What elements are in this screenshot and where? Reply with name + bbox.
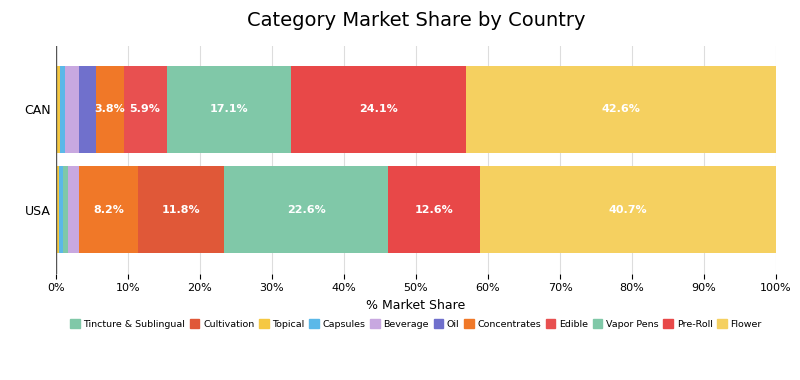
Bar (224, 166, 388, 253)
Bar (68, 166, 78, 253)
Bar (138, 166, 224, 253)
Bar (166, 66, 291, 153)
Bar (480, 166, 776, 253)
Bar (96, 66, 124, 153)
Text: 17.1%: 17.1% (210, 105, 248, 114)
Bar (56, 166, 59, 253)
Text: 11.8%: 11.8% (162, 205, 201, 215)
Bar (291, 66, 466, 153)
Bar (466, 66, 776, 153)
Bar (78, 166, 138, 253)
Bar (56, 66, 60, 153)
Bar (388, 166, 480, 253)
Text: 42.6%: 42.6% (602, 105, 641, 114)
X-axis label: % Market Share: % Market Share (366, 299, 466, 312)
Text: 5.9%: 5.9% (130, 105, 161, 114)
Text: 8.2%: 8.2% (93, 205, 124, 215)
Legend: Tincture & Sublingual, Cultivation, Topical, Capsules, Beverage, Oil, Concentrat: Tincture & Sublingual, Cultivation, Topi… (70, 319, 762, 329)
Text: 3.8%: 3.8% (94, 105, 125, 114)
Bar (78, 66, 96, 153)
Text: 24.1%: 24.1% (359, 105, 398, 114)
Bar (66, 66, 78, 153)
Title: Category Market Share by Country: Category Market Share by Country (246, 11, 586, 30)
Text: 22.6%: 22.6% (287, 205, 326, 215)
Bar (124, 66, 166, 153)
Bar (63, 166, 68, 253)
Bar (59, 166, 63, 253)
Text: 12.6%: 12.6% (415, 205, 454, 215)
Text: 40.7%: 40.7% (609, 205, 647, 215)
Bar (60, 66, 66, 153)
